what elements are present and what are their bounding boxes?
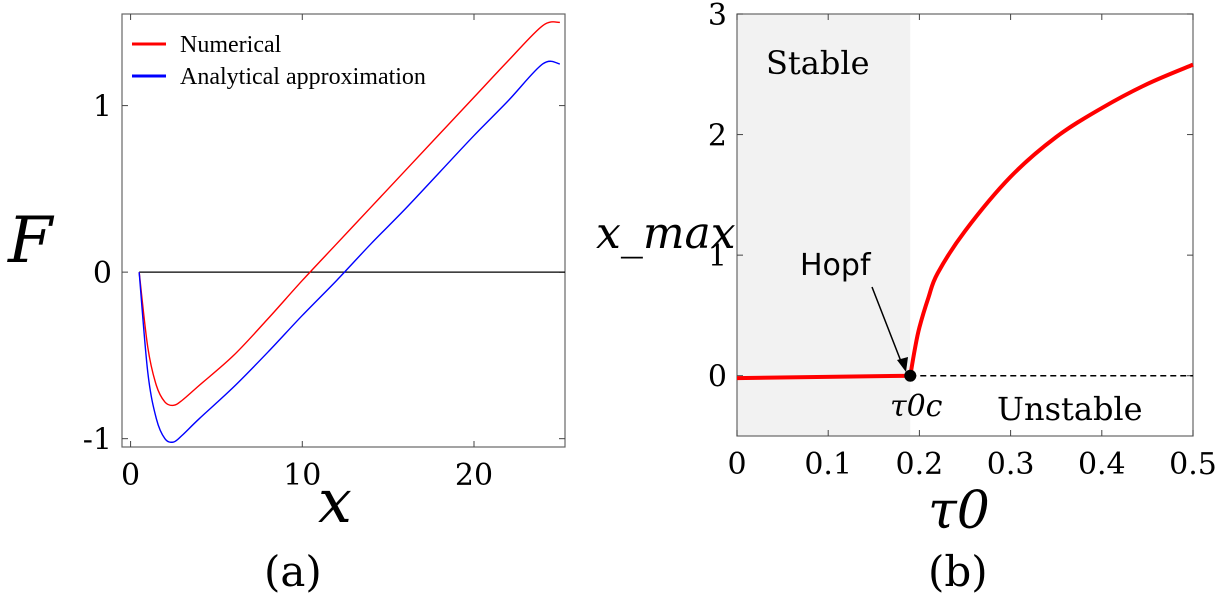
y-tick-label: 0 [93, 256, 112, 291]
y-tick-label: 0 [708, 360, 727, 395]
series-line-numerical [138, 21, 560, 407]
tau0c-label: τ0c [890, 389, 943, 424]
legend-label-analytical: Analytical approximation [180, 64, 426, 90]
unstable-label: Unstable [997, 390, 1143, 428]
x-tick-label: 0.4 [1078, 447, 1126, 482]
x-axis-label-a: x [318, 467, 352, 537]
panel-label-a: (a) [264, 547, 322, 596]
x-tick-label: 0.2 [896, 447, 944, 482]
tau0c-label-text: τ0c [890, 389, 943, 424]
y-axis-label-a: F [7, 204, 55, 278]
x-tick-label: 20 [455, 458, 493, 493]
xmax-curve [736, 62, 1194, 381]
hopf-arrowhead [897, 357, 908, 372]
y-tick-label: 1 [93, 90, 112, 125]
x-tick-label: 0.1 [804, 447, 852, 482]
legend-a: Numerical Analytical approximation [132, 32, 426, 90]
y-axis-label-b: x_max [596, 208, 736, 259]
y-tick-label: 3 [708, 0, 727, 33]
x-tick-label: 0.3 [987, 447, 1035, 482]
stable-region [737, 14, 911, 436]
x-tick-label: 0 [727, 447, 746, 482]
stable-label: Stable [766, 44, 870, 82]
hopf-label: Hopf [800, 248, 872, 283]
panel-b: 0 0.1 0.2 0.3 0.4 0.5 0 1 2 3 Stable Unstable Hop… [596, 0, 1217, 596]
y-tick-label: 1 [708, 239, 727, 274]
plot-frame-b [736, 13, 1194, 437]
x-tick-label: 0 [121, 458, 140, 493]
x-tick-label: 0.5 [1169, 447, 1217, 482]
x-tick-label: 10 [283, 458, 321, 493]
hopf-arrow [871, 286, 903, 365]
hopf-point [904, 369, 917, 382]
series-line-analytical [138, 60, 560, 443]
panel-a: 0 10 20 -1 0 1 Numerical Analytical approxima… [7, 13, 566, 596]
x-axis-label-b: τ0 [928, 481, 990, 541]
panel-label-b: (b) [928, 547, 988, 596]
y-tick-label: -1 [83, 423, 112, 458]
legend-label-numerical: Numerical [180, 32, 282, 58]
plot-area-a [121, 13, 566, 448]
y-tick-label: 2 [708, 119, 727, 154]
